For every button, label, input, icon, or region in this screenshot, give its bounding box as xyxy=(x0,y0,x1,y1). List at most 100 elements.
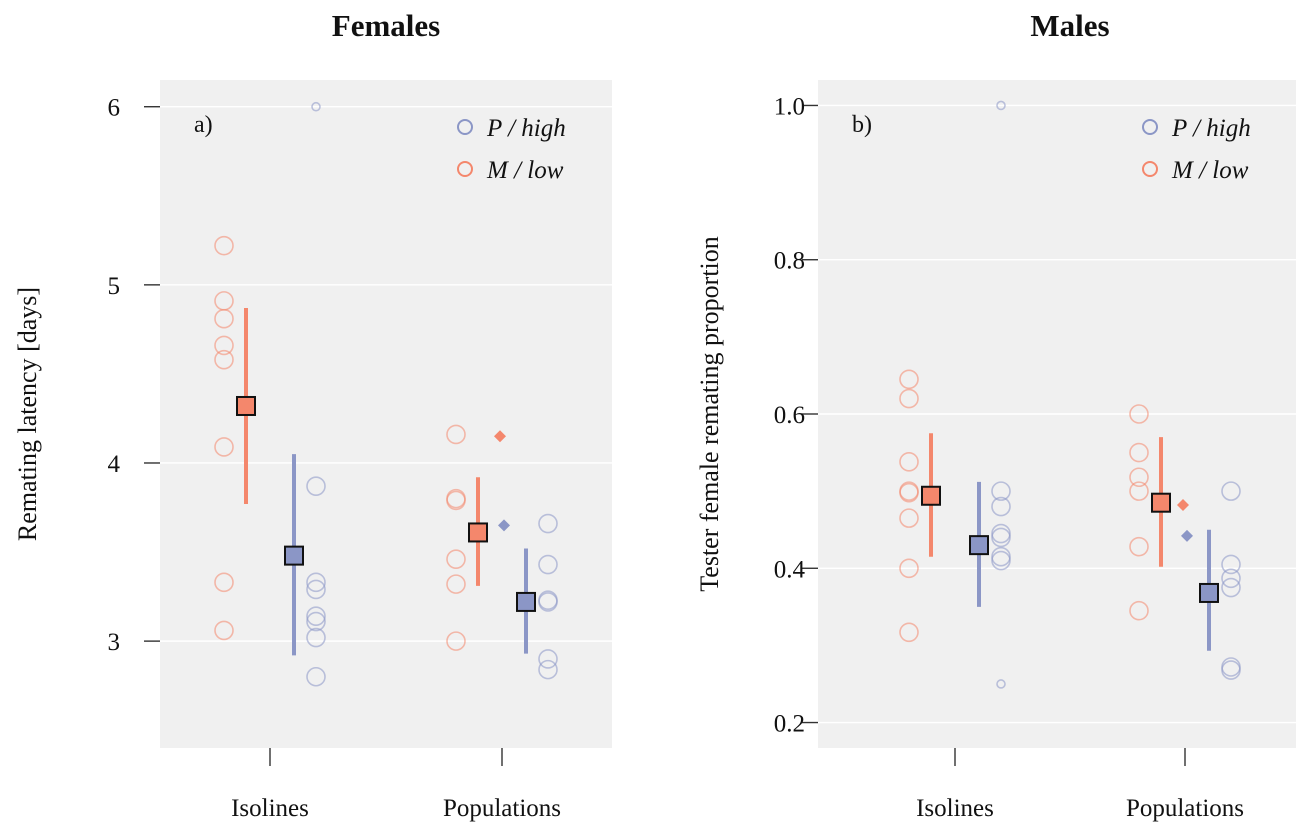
data-point-low xyxy=(1129,467,1149,488)
data-point-low xyxy=(214,235,234,256)
y-axis-label: Remating latency [days] xyxy=(13,287,42,541)
data-point-high xyxy=(538,649,558,669)
legend-label-high: P / high xyxy=(1171,115,1251,142)
chart-title: Females xyxy=(332,8,440,43)
data-point-low xyxy=(1129,536,1149,557)
data-point-low xyxy=(1129,442,1149,463)
legend-marker-low xyxy=(457,161,473,177)
panel-label: a) xyxy=(194,112,213,138)
y-tick-label: 0.2 xyxy=(774,711,805,738)
mean-marker-low xyxy=(236,395,256,416)
data-point-high xyxy=(1221,481,1241,501)
legend-rest: / low xyxy=(508,157,564,184)
legend-rest: / high xyxy=(502,115,566,142)
y-tick-label: 0.4 xyxy=(774,556,806,583)
data-point-high xyxy=(1221,660,1241,680)
legend-letter: P xyxy=(486,115,502,142)
diamond-marker-high xyxy=(1181,529,1193,542)
females-panel: 3 4 5 6 Isolines Populations Females Remating l… xyxy=(13,8,612,822)
x-tick-label: Isolines xyxy=(916,795,994,822)
data-point-high xyxy=(306,606,326,626)
diamond-marker-high xyxy=(498,519,510,532)
data-point-low xyxy=(1129,481,1149,501)
x-tick-label: Populations xyxy=(1126,795,1244,822)
data-point-low xyxy=(899,452,919,472)
legend-marker-high xyxy=(457,119,473,135)
legend-letter: P xyxy=(1171,115,1187,142)
legend-letter: M xyxy=(1171,157,1194,184)
data-point-low xyxy=(214,349,234,370)
data-point-low xyxy=(899,558,919,579)
y-tick-label: 5 xyxy=(108,273,121,300)
data-point-low xyxy=(214,620,234,641)
legend-label-low: M / low xyxy=(486,157,564,184)
mean-marker-high xyxy=(516,591,536,612)
data-point-high xyxy=(306,666,326,687)
data-point-low xyxy=(446,631,466,651)
data-point-high xyxy=(306,572,326,593)
data-point-low xyxy=(214,308,234,329)
legend-marker-low xyxy=(1142,161,1158,177)
legend-rest: / high xyxy=(1187,115,1251,142)
data-point-high xyxy=(306,476,326,496)
data-point-low xyxy=(1129,404,1149,424)
data-point-high xyxy=(538,513,558,534)
diamond-marker-low xyxy=(494,430,506,443)
data-point-high xyxy=(1221,568,1241,589)
x-tick-label: Isolines xyxy=(231,795,309,822)
mean-marker-low xyxy=(921,485,941,506)
legend-label-high: P / high xyxy=(486,115,566,142)
legend-rest: / low xyxy=(1193,157,1249,184)
data-point-high xyxy=(1221,554,1241,575)
panel-label: b) xyxy=(852,112,872,138)
data-point-high xyxy=(311,101,321,112)
data-point-low xyxy=(899,508,919,528)
data-point-low xyxy=(446,549,466,569)
data-point-low xyxy=(899,622,919,643)
data-point-low xyxy=(899,369,919,390)
y-axis-label: Tester female remating proportion xyxy=(695,236,724,592)
data-point-low xyxy=(214,335,234,356)
data-point-high xyxy=(538,659,558,680)
data-point-high xyxy=(991,496,1011,517)
legend-label-low: M / low xyxy=(1171,157,1249,184)
data-point-high xyxy=(306,611,326,632)
y-tick-label: 1.0 xyxy=(774,93,805,120)
mean-marker-high xyxy=(969,535,989,556)
data-point-low xyxy=(446,490,466,511)
mean-marker-low xyxy=(1151,492,1171,513)
data-point-low xyxy=(214,437,234,457)
legend-marker-high xyxy=(1142,119,1158,135)
mean-marker-high xyxy=(284,545,304,566)
data-point-low xyxy=(899,482,919,503)
legend-letter: M xyxy=(486,157,509,184)
data-point-high xyxy=(991,527,1011,548)
x-tick-label: Populations xyxy=(443,795,561,822)
data-point-low xyxy=(899,388,919,409)
chart-title: Males xyxy=(1030,8,1109,43)
data-point-low xyxy=(446,574,466,594)
mean-marker-high xyxy=(1199,582,1219,603)
data-point-low xyxy=(446,424,466,445)
data-point-low xyxy=(214,572,234,593)
data-point-high xyxy=(996,679,1006,689)
data-point-high xyxy=(538,592,558,612)
data-point-high xyxy=(1221,577,1241,598)
data-point-high xyxy=(991,550,1011,571)
data-point-high xyxy=(991,481,1011,501)
data-point-high xyxy=(306,579,326,600)
plot-background xyxy=(160,80,612,748)
y-tick-label: 4 xyxy=(108,451,121,478)
diamond-marker-low xyxy=(1177,499,1189,512)
data-point-high xyxy=(996,100,1006,111)
data-point-high xyxy=(538,554,558,575)
y-tick-label: 6 xyxy=(108,95,121,122)
data-point-high xyxy=(306,627,326,648)
y-tick-label: 0.6 xyxy=(774,402,805,429)
data-point-low xyxy=(1129,600,1149,621)
y-tick-label: 0.8 xyxy=(774,248,805,275)
y-tick-label: 3 xyxy=(108,629,121,656)
males-panel: 0.2 0.4 0.6 0.8 1.0 Isolines Populations Males T… xyxy=(695,8,1296,822)
mean-marker-low xyxy=(468,522,488,543)
